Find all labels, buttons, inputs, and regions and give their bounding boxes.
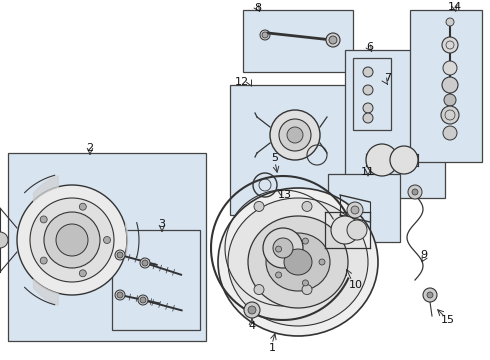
Circle shape bbox=[0, 232, 8, 248]
Circle shape bbox=[254, 202, 264, 211]
Circle shape bbox=[115, 250, 125, 260]
Circle shape bbox=[366, 144, 398, 176]
Circle shape bbox=[117, 292, 123, 298]
Text: 3: 3 bbox=[158, 219, 166, 229]
Circle shape bbox=[347, 220, 367, 240]
Circle shape bbox=[443, 126, 457, 140]
Text: 1: 1 bbox=[269, 343, 275, 353]
Ellipse shape bbox=[228, 198, 368, 326]
Circle shape bbox=[117, 252, 123, 258]
Circle shape bbox=[17, 185, 127, 295]
Circle shape bbox=[302, 238, 308, 244]
Text: 15: 15 bbox=[441, 315, 455, 325]
Bar bbox=[112, 230, 200, 330]
Ellipse shape bbox=[218, 188, 378, 336]
Circle shape bbox=[363, 113, 373, 123]
Text: 2: 2 bbox=[86, 143, 94, 153]
Circle shape bbox=[363, 103, 373, 113]
Circle shape bbox=[30, 198, 114, 282]
Circle shape bbox=[287, 127, 303, 143]
Circle shape bbox=[262, 32, 268, 38]
Circle shape bbox=[270, 110, 320, 160]
Circle shape bbox=[138, 295, 148, 305]
Ellipse shape bbox=[248, 216, 348, 308]
Circle shape bbox=[115, 290, 125, 300]
Circle shape bbox=[56, 224, 88, 256]
Circle shape bbox=[40, 216, 47, 223]
Text: 4: 4 bbox=[248, 321, 256, 331]
Circle shape bbox=[302, 280, 308, 286]
Circle shape bbox=[302, 284, 312, 294]
Circle shape bbox=[273, 238, 293, 258]
Circle shape bbox=[412, 189, 418, 195]
Circle shape bbox=[442, 37, 458, 53]
Bar bbox=[230, 85, 358, 215]
Circle shape bbox=[442, 77, 458, 93]
Text: 10: 10 bbox=[349, 280, 363, 290]
Circle shape bbox=[279, 119, 311, 151]
Circle shape bbox=[363, 85, 373, 95]
Bar bbox=[328, 174, 400, 242]
Circle shape bbox=[140, 297, 146, 303]
Circle shape bbox=[140, 258, 150, 268]
Circle shape bbox=[319, 259, 325, 265]
Circle shape bbox=[44, 212, 100, 268]
Circle shape bbox=[248, 306, 256, 314]
Circle shape bbox=[254, 284, 264, 294]
Circle shape bbox=[446, 18, 454, 26]
Circle shape bbox=[103, 237, 111, 243]
Circle shape bbox=[329, 36, 337, 44]
Circle shape bbox=[351, 206, 359, 214]
Circle shape bbox=[423, 288, 437, 302]
Bar bbox=[8, 153, 206, 341]
Circle shape bbox=[263, 228, 303, 268]
Circle shape bbox=[427, 292, 433, 298]
Text: 7: 7 bbox=[385, 73, 392, 83]
Circle shape bbox=[408, 185, 422, 199]
Text: 14: 14 bbox=[448, 2, 462, 12]
Circle shape bbox=[275, 246, 282, 252]
Circle shape bbox=[363, 67, 373, 77]
Text: 8: 8 bbox=[254, 3, 262, 13]
Circle shape bbox=[443, 61, 457, 75]
Circle shape bbox=[79, 203, 86, 210]
Circle shape bbox=[441, 106, 459, 124]
Circle shape bbox=[40, 257, 47, 264]
Text: 9: 9 bbox=[420, 250, 428, 260]
Bar bbox=[410, 10, 482, 162]
Text: 6: 6 bbox=[367, 42, 373, 52]
Circle shape bbox=[390, 146, 418, 174]
Bar bbox=[243, 10, 353, 72]
Circle shape bbox=[302, 202, 312, 211]
Bar bbox=[353, 58, 391, 130]
Text: 12: 12 bbox=[235, 77, 249, 87]
Circle shape bbox=[142, 260, 148, 266]
Circle shape bbox=[260, 30, 270, 40]
Text: 5: 5 bbox=[271, 153, 278, 163]
Circle shape bbox=[79, 270, 86, 277]
Bar bbox=[345, 50, 445, 198]
Circle shape bbox=[275, 272, 282, 278]
Ellipse shape bbox=[284, 249, 312, 275]
Circle shape bbox=[347, 202, 363, 218]
Circle shape bbox=[326, 33, 340, 47]
Text: 13: 13 bbox=[278, 190, 292, 200]
Circle shape bbox=[244, 302, 260, 318]
Text: 11: 11 bbox=[361, 167, 375, 177]
Circle shape bbox=[331, 216, 359, 244]
Ellipse shape bbox=[266, 233, 330, 291]
Circle shape bbox=[444, 94, 456, 106]
